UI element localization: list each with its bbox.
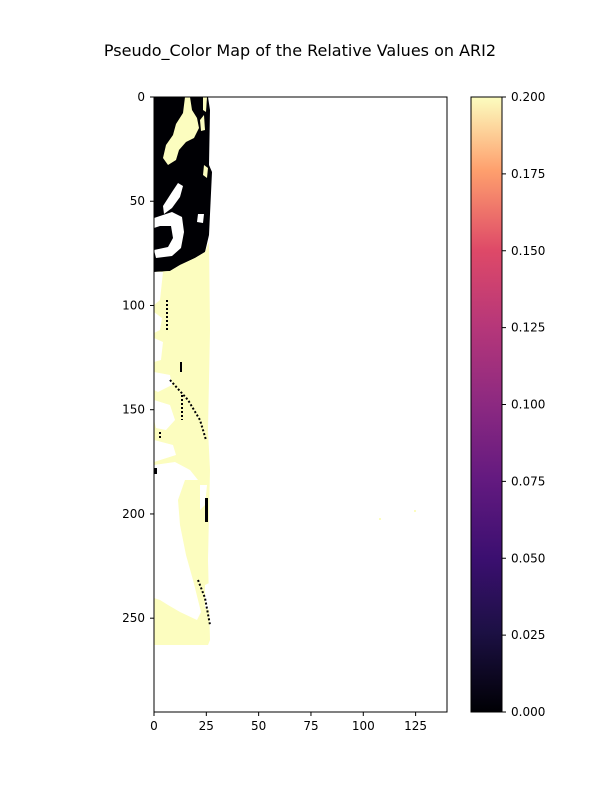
heatmap-gap-shape	[154, 400, 175, 430]
heatmap-gap-shape	[197, 214, 204, 223]
heatmap-high-region	[154, 600, 206, 645]
y-axis: 0 50 100 150 200 250	[122, 90, 154, 625]
colorbar-ticks: 0.000 0.025 0.050 0.075 0.100 0.125 0.150 0.175…	[502, 90, 545, 719]
heatmap-gap-shape	[154, 272, 163, 305]
heatmap-low-streaks	[159, 300, 211, 626]
chart-title: Pseudo_Color Map of the Relative Values …	[104, 41, 496, 61]
heatmap-low-region	[154, 97, 212, 272]
heatmap-low-streak	[205, 498, 208, 522]
colorbar: 0.000 0.025 0.050 0.075 0.100 0.125 0.150 0.175…	[470, 90, 545, 719]
heatmap-gap-shape	[154, 440, 176, 462]
colorbar-tick-label: 0.025	[511, 628, 545, 642]
heatmap-gap-shape	[154, 462, 201, 620]
heatmap-gap-shape	[154, 312, 162, 333]
colorbar-tick-label: 0.050	[511, 551, 545, 565]
x-tick-label: 125	[404, 719, 427, 733]
heatmap-speck	[414, 510, 416, 512]
heatmap-high-patch	[200, 115, 205, 131]
colorbar-tick-label: 0.200	[511, 90, 545, 104]
y-tick-label: 100	[122, 298, 145, 312]
heatmap-high-patch	[203, 97, 207, 112]
colorbar-tick-label: 0.100	[511, 398, 545, 412]
heatmap-high-patch	[203, 165, 208, 178]
heatmap-low-streak	[154, 468, 157, 474]
x-tick-label: 75	[303, 719, 318, 733]
heatmap-speck	[379, 518, 381, 520]
heatmap-cells	[154, 97, 416, 645]
y-tick-label: 250	[122, 611, 145, 625]
heatmap-gap-shape	[163, 183, 183, 214]
colorbar-tick-label: 0.075	[511, 474, 545, 488]
heatmap-gap-shape	[154, 372, 172, 392]
heatmap-gap-shape	[200, 485, 207, 510]
heatmap-gap-shape	[154, 338, 163, 362]
x-tick-label: 0	[150, 719, 158, 733]
x-tick-label: 25	[199, 719, 214, 733]
colorbar-tick-label: 0.150	[511, 244, 545, 258]
colorbar-tick-label: 0.175	[511, 167, 545, 181]
y-tick-label: 0	[137, 90, 145, 104]
colorbar-gradient	[471, 97, 502, 712]
x-tick-label: 50	[251, 719, 266, 733]
x-tick-label: 100	[352, 719, 375, 733]
heatmap-gap-shape	[205, 583, 209, 610]
colorbar-tick-label: 0.125	[511, 321, 545, 335]
heatmap-gap-shape	[154, 212, 184, 258]
y-tick-label: 50	[130, 194, 145, 208]
y-tick-label: 150	[122, 403, 145, 417]
y-tick-label: 200	[122, 507, 145, 521]
heatmap-low-streak	[180, 362, 182, 372]
heatmap-plot	[153, 96, 448, 713]
x-axis: 0 25 50 75 100 125	[150, 712, 427, 733]
plot-frame	[153, 96, 448, 713]
colorbar-tick-label: 0.000	[511, 705, 545, 719]
heatmap-high-patch	[163, 97, 199, 165]
